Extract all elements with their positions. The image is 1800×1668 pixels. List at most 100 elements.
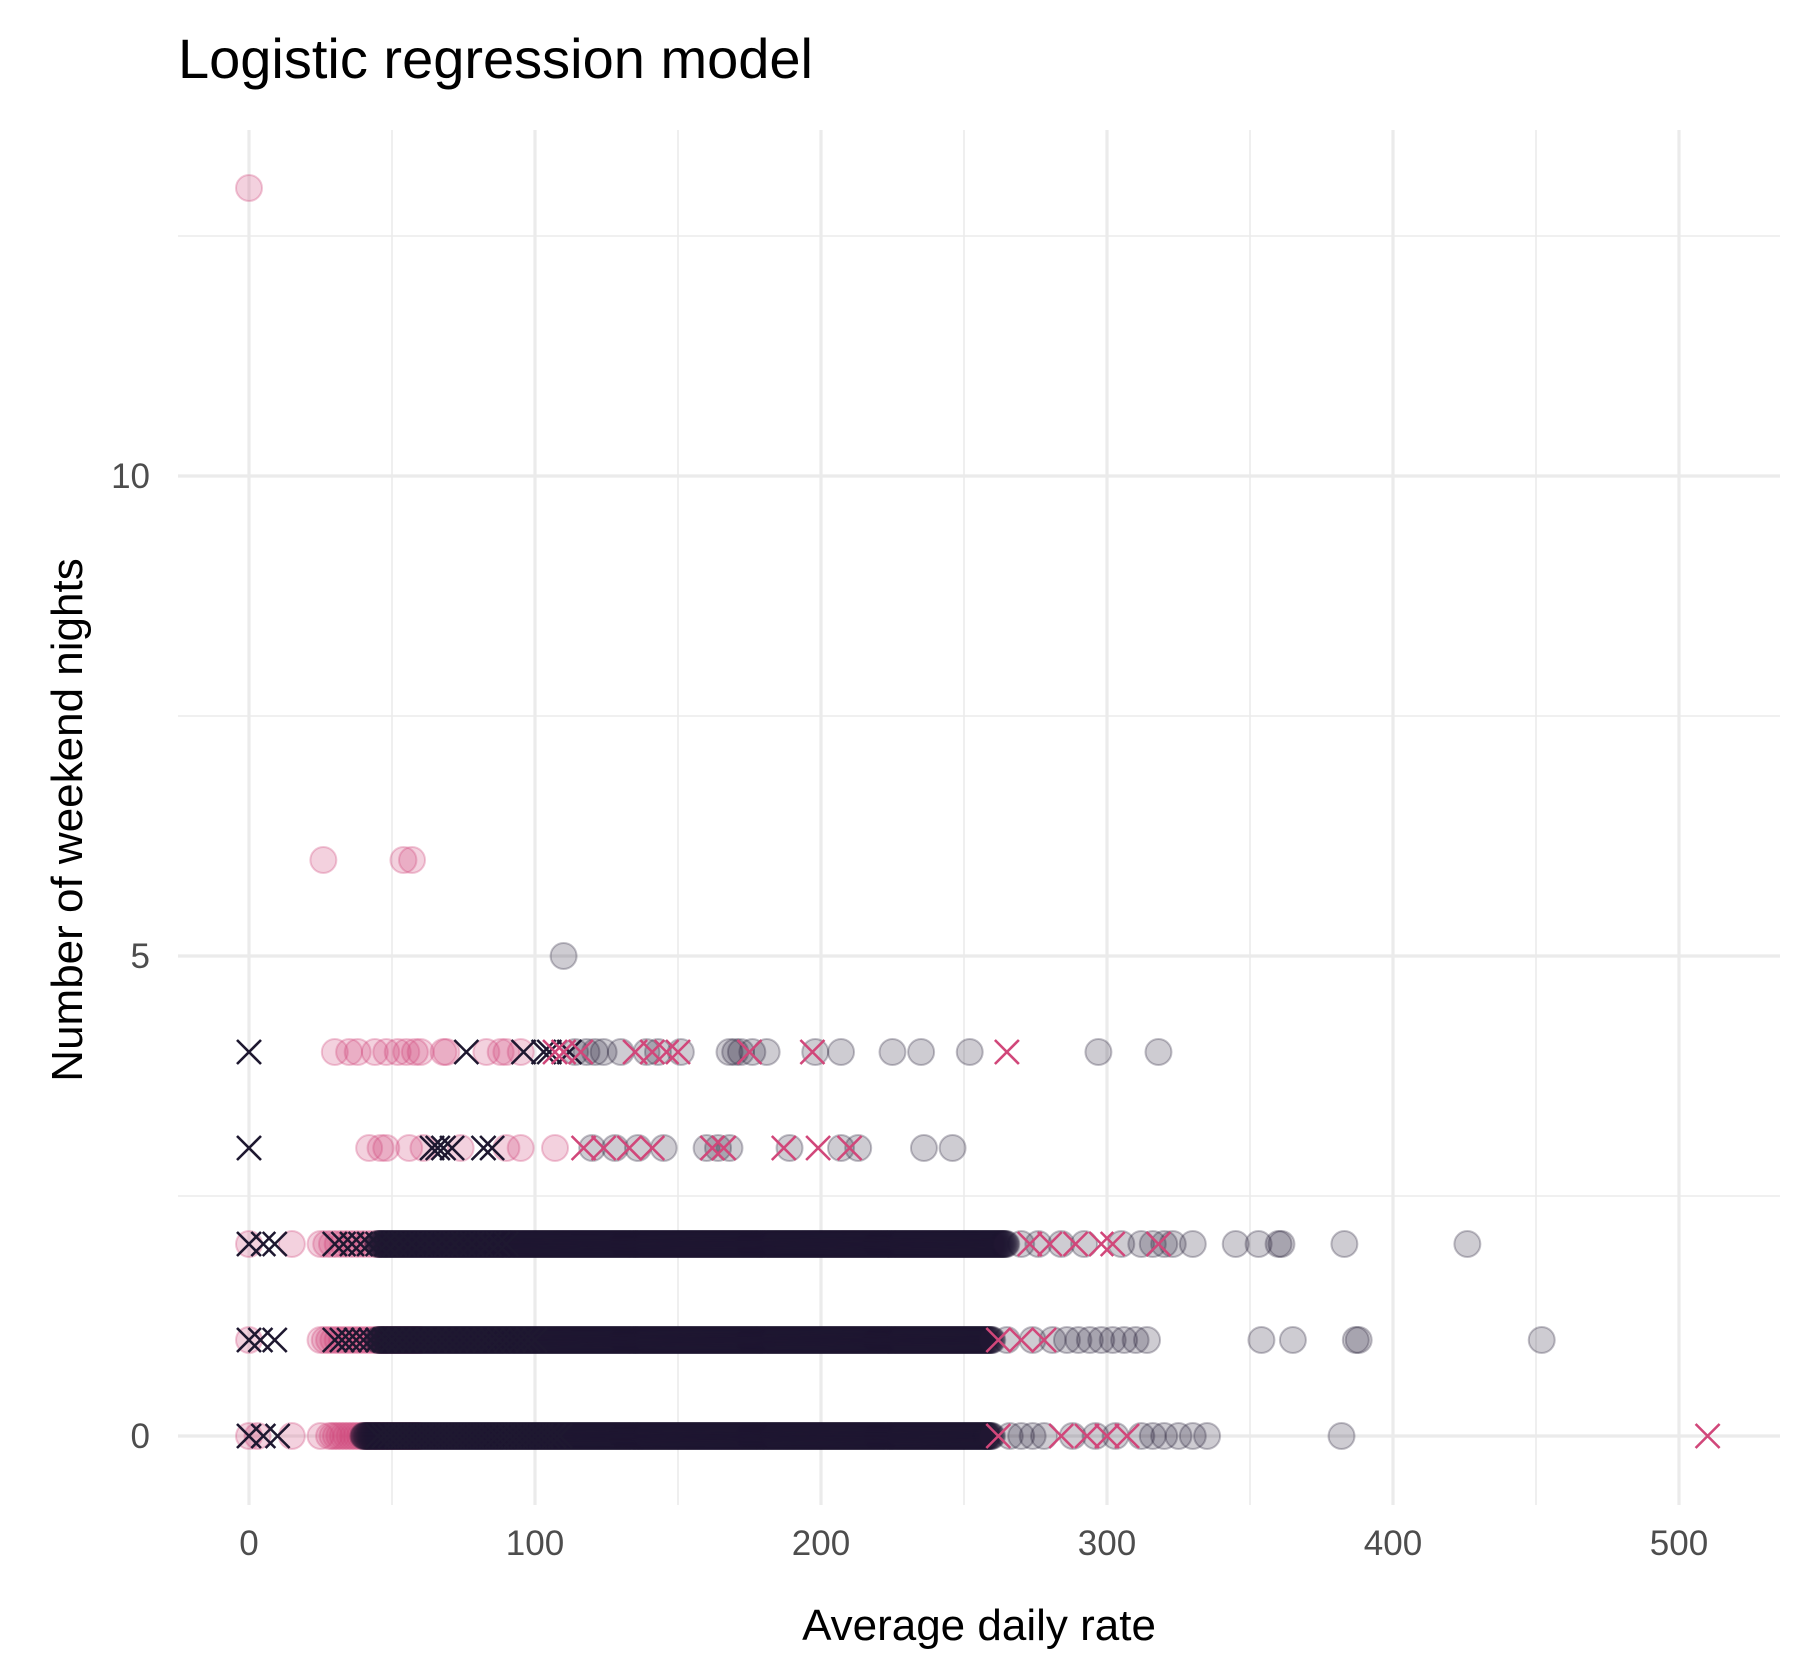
dark-circle-point bbox=[711, 1230, 740, 1258]
dark-circle-point bbox=[627, 1230, 656, 1258]
dark-circle-point bbox=[756, 1230, 785, 1258]
dark-circle-point bbox=[628, 1326, 657, 1354]
dark-circle-point bbox=[715, 1134, 744, 1162]
dark-circle-point bbox=[757, 1326, 786, 1354]
dark-circle-point bbox=[367, 1326, 396, 1354]
dark-circle-point bbox=[794, 1230, 823, 1258]
dark-circle-point bbox=[692, 1230, 721, 1258]
dark-circle-point bbox=[630, 1230, 659, 1258]
dark-circle-point bbox=[599, 1326, 628, 1354]
dark-circle-point bbox=[934, 1422, 963, 1450]
dark-circle-point bbox=[860, 1422, 889, 1450]
dark-circle-point bbox=[955, 1038, 984, 1066]
dark-cross-point bbox=[250, 1231, 277, 1257]
x-tick-label: 100 bbox=[506, 1524, 564, 1563]
dark-circle-point bbox=[652, 1230, 681, 1258]
dark-circle-point bbox=[360, 1422, 389, 1450]
dark-circle-point bbox=[918, 1326, 947, 1354]
dark-circle-point bbox=[629, 1230, 658, 1258]
dark-circle-point bbox=[855, 1326, 884, 1354]
dark-circle-point bbox=[793, 1230, 822, 1258]
dark-circle-point bbox=[749, 1422, 778, 1450]
dark-circle-point bbox=[806, 1230, 835, 1258]
dark-circle-point bbox=[572, 1038, 601, 1066]
dark-circle-point bbox=[624, 1326, 653, 1354]
dark-circle-point bbox=[976, 1230, 1005, 1258]
dark-circle-point bbox=[737, 1422, 766, 1450]
dark-circle-point bbox=[614, 1326, 643, 1354]
dark-circle-point bbox=[1098, 1326, 1127, 1354]
dark-circle-point bbox=[589, 1038, 618, 1066]
dark-circle-point bbox=[590, 1422, 619, 1450]
dark-circle-point bbox=[677, 1422, 706, 1450]
pink-cross-point bbox=[542, 1039, 568, 1065]
dark-circle-point bbox=[584, 1326, 613, 1354]
dark-circle-point bbox=[620, 1230, 649, 1258]
dark-circle-point bbox=[888, 1326, 917, 1354]
dark-circle-point bbox=[1178, 1422, 1207, 1450]
dark-circle-point bbox=[703, 1326, 732, 1354]
dark-circle-point bbox=[528, 1230, 557, 1258]
pink-circle-point bbox=[397, 1422, 426, 1450]
dark-circle-point bbox=[582, 1230, 611, 1258]
dark-circle-point bbox=[702, 1230, 731, 1258]
dark-circle-point bbox=[1018, 1422, 1047, 1450]
dark-circle-point bbox=[804, 1422, 833, 1450]
dark-circle-point bbox=[625, 1230, 654, 1258]
dark-circle-point bbox=[485, 1230, 514, 1258]
dark-circle-point bbox=[877, 1230, 906, 1258]
dark-circle-point bbox=[836, 1230, 865, 1258]
pink-circle-point bbox=[320, 1038, 349, 1066]
dark-circle-point bbox=[592, 1422, 621, 1450]
dark-circle-point bbox=[844, 1134, 873, 1162]
dark-circle-point bbox=[725, 1230, 754, 1258]
dark-circle-point bbox=[878, 1422, 907, 1450]
dark-circle-point bbox=[395, 1326, 424, 1354]
dark-circle-point bbox=[565, 1326, 594, 1354]
dark-circle-point bbox=[758, 1422, 787, 1450]
dark-circle-point bbox=[699, 1326, 728, 1354]
dark-circle-point bbox=[632, 1422, 661, 1450]
dark-circle-point bbox=[926, 1230, 955, 1258]
dark-circle-point bbox=[548, 1326, 577, 1354]
dark-circle-point bbox=[921, 1422, 950, 1450]
dark-circle-point bbox=[780, 1422, 809, 1450]
dark-circle-point bbox=[766, 1422, 795, 1450]
dark-circle-point bbox=[739, 1422, 768, 1450]
dark-circle-point bbox=[736, 1422, 765, 1450]
dark-circle-point bbox=[935, 1230, 964, 1258]
dark-circle-point bbox=[878, 1038, 907, 1066]
dark-circle-point bbox=[686, 1326, 715, 1354]
dark-circle-point bbox=[909, 1134, 938, 1162]
pink-cross-point bbox=[1074, 1423, 1100, 1449]
dark-circle-point bbox=[636, 1230, 665, 1258]
dark-circle-point bbox=[907, 1038, 936, 1066]
dark-circle-point bbox=[669, 1422, 698, 1450]
dark-circle-point bbox=[875, 1422, 904, 1450]
dark-circle-point bbox=[557, 1230, 586, 1258]
dark-circle-point bbox=[609, 1422, 638, 1450]
dark-circle-point bbox=[595, 1326, 624, 1354]
dark-circle-point bbox=[666, 1422, 695, 1450]
dark-circle-point bbox=[710, 1422, 739, 1450]
dark-circle-point bbox=[774, 1422, 803, 1450]
dark-circle-point bbox=[824, 1422, 853, 1450]
dark-circle-point bbox=[945, 1422, 974, 1450]
dark-circle-point bbox=[871, 1422, 900, 1450]
dark-circle-point bbox=[824, 1326, 853, 1354]
dark-circle-point bbox=[621, 1422, 650, 1450]
dark-circle-point bbox=[694, 1230, 723, 1258]
dark-circle-point bbox=[709, 1326, 738, 1354]
dark-circle-point bbox=[725, 1326, 754, 1354]
dark-circle-point bbox=[968, 1326, 997, 1354]
dark-circle-point bbox=[865, 1230, 894, 1258]
dark-circle-point bbox=[910, 1326, 939, 1354]
dark-circle-point bbox=[805, 1422, 834, 1450]
dark-circle-point bbox=[823, 1422, 852, 1450]
dark-circle-point bbox=[720, 1422, 749, 1450]
dark-circle-point bbox=[851, 1326, 880, 1354]
dark-circle-point bbox=[863, 1326, 892, 1354]
dark-circle-point bbox=[660, 1326, 689, 1354]
dark-circle-point bbox=[933, 1422, 962, 1450]
dark-circle-point bbox=[455, 1230, 484, 1258]
